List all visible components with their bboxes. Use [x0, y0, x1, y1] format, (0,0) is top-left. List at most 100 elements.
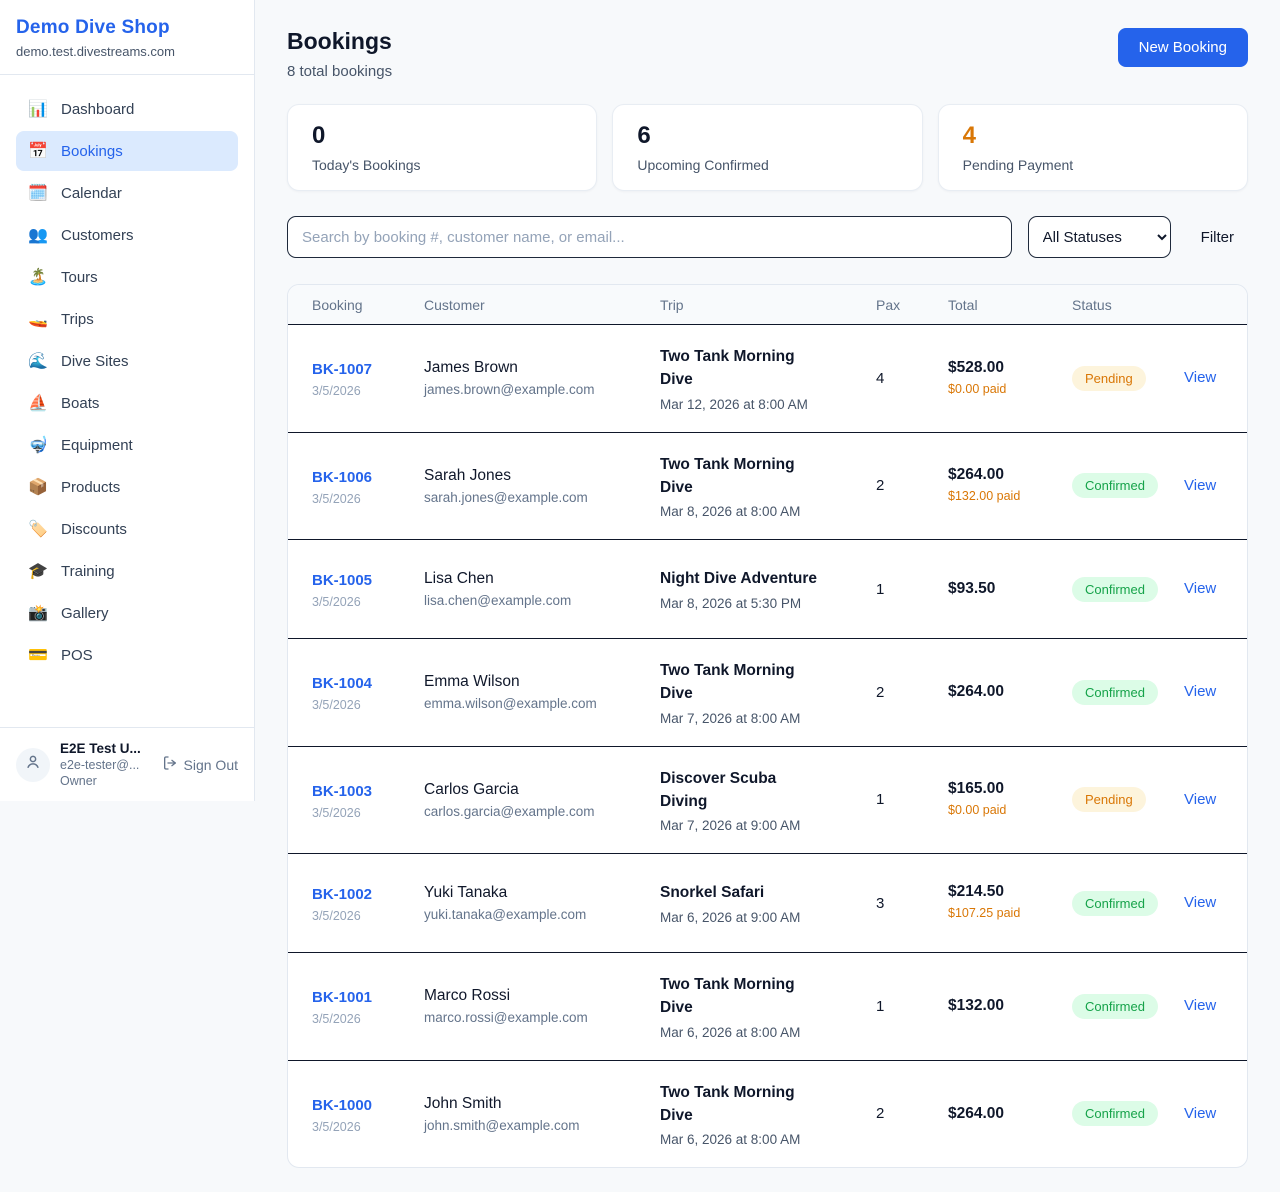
sidebar-item-label: Boats [61, 394, 100, 412]
trip-datetime: Mar 8, 2026 at 8:00 AM [660, 504, 801, 519]
view-link[interactable]: View [1184, 790, 1217, 808]
table-body: BK-1007 3/5/2026 James Brown james.brown@ex… [288, 325, 1247, 1167]
booking-id-link[interactable]: BK-1004 [312, 675, 373, 693]
customer-name: Lisa Chen [424, 570, 494, 587]
sidebar-item-discounts[interactable]: 🏷️ Discounts [16, 509, 238, 549]
trip-datetime: Mar 8, 2026 at 5:30 PM [660, 595, 802, 611]
status-cell: Confirmed [1072, 576, 1184, 602]
total-amount: $528.00 [948, 358, 1005, 376]
user-name: E2E Test U... [60, 741, 141, 756]
sidebar-item-bookings[interactable]: 📅 Bookings [16, 131, 238, 171]
sign-out-label: Sign Out [183, 756, 238, 773]
package-icon: 📦 [28, 479, 48, 496]
user-info: E2E Test U... e2e-tester@... Owner [60, 741, 141, 788]
sidebar-item-dive-sites[interactable]: 🌊 Dive Sites [16, 341, 238, 381]
sidebar-item-tours[interactable]: 🏝️ Tours [16, 257, 238, 297]
total-amount: $264.00 [948, 1104, 1005, 1122]
new-booking-button[interactable]: New Booking [1117, 28, 1248, 67]
sailboat-icon: ⛵ [28, 395, 48, 412]
status-badge: Confirmed [1072, 890, 1158, 916]
booking-cell: BK-1007 3/5/2026 [312, 358, 424, 398]
trip-datetime: Mar 6, 2026 at 8:00 AM [660, 1024, 801, 1040]
view-link[interactable]: View [1184, 476, 1217, 494]
status-cell: Confirmed [1072, 890, 1184, 916]
trip-cell: Two Tank Morning Dive Mar 6, 2026 at 8:00… [660, 973, 876, 1040]
actions-cell: View [1184, 369, 1223, 387]
total-cell: $264.00 $132.00 paid [948, 466, 1072, 506]
search-input[interactable] [287, 216, 1012, 258]
sidebar-item-training[interactable]: 🎓 Training [16, 551, 238, 591]
bookings-calendar-icon: 📅 [28, 143, 48, 160]
trip-cell: Snorkel Safari Mar 6, 2026 at 9:00 AM [660, 881, 876, 924]
booking-id-link[interactable]: BK-1005 [312, 571, 373, 589]
camera-icon: 📸 [28, 605, 48, 622]
booking-id-link[interactable]: BK-1002 [312, 885, 373, 903]
booking-cell: BK-1002 3/5/2026 [312, 883, 424, 923]
sidebar-item-customers[interactable]: 👥 Customers [16, 215, 238, 255]
view-link[interactable]: View [1184, 580, 1217, 597]
booking-id-link[interactable]: BK-1000 [312, 1096, 373, 1114]
column-header-total: Total [948, 296, 978, 313]
sidebar-item-dashboard[interactable]: 📊 Dashboard [16, 89, 238, 129]
view-link[interactable]: View [1184, 894, 1217, 911]
pax-count: 1 [876, 580, 885, 598]
trip-datetime: Mar 6, 2026 at 9:00 AM [660, 909, 801, 925]
view-link[interactable]: View [1184, 1104, 1217, 1122]
trip-datetime: Mar 12, 2026 at 8:00 AM [660, 396, 808, 412]
diving-mask-icon: 🤿 [28, 437, 48, 454]
stat-value: 6 [637, 122, 651, 149]
status-badge: Confirmed [1072, 1101, 1158, 1127]
stat-label: Today's Bookings [312, 157, 421, 173]
customer-email: emma.wilson@example.com [424, 696, 597, 712]
total-cell: $264.00 [948, 683, 1072, 701]
sidebar-item-trips[interactable]: 🚤 Trips [16, 299, 238, 339]
sidebar-item-pos[interactable]: 💳 POS [16, 635, 238, 675]
pax-count: 1 [876, 997, 885, 1015]
view-link[interactable]: View [1184, 683, 1217, 701]
view-link[interactable]: View [1184, 997, 1217, 1015]
credit-card-icon: 💳 [28, 647, 48, 664]
table-row: BK-1007 3/5/2026 James Brown james.brown@ex… [288, 325, 1247, 433]
stat-label: Pending Payment [962, 157, 1074, 173]
trip-name: Night Dive Adventure [660, 570, 818, 588]
sidebar-item-label: POS [61, 646, 93, 664]
trip-cell: Night Dive Adventure Mar 8, 2026 at 5:30 … [660, 567, 876, 610]
booking-id-link[interactable]: BK-1003 [312, 782, 373, 800]
table-row: BK-1003 3/5/2026 Carlos Garcia carlos.garci… [288, 747, 1247, 854]
stats-row: 0 Today's Bookings 6 Upcoming Confirmed … [287, 104, 1248, 191]
trip-name: Two Tank Morning Dive [660, 455, 795, 496]
customer-email: john.smith@example.com [424, 1117, 580, 1133]
column-header-status: Status [1072, 296, 1112, 313]
brand-name: Demo Dive Shop [16, 17, 170, 38]
view-link[interactable]: View [1184, 369, 1217, 387]
sidebar-nav: 📊 Dashboard 📅 Bookings 🗓️ Calendar 👥 Customers 🏝… [0, 75, 254, 727]
booking-date: 3/5/2026 [312, 1012, 361, 1027]
person-icon [24, 753, 42, 776]
paid-amount: $132.00 paid [948, 489, 1021, 503]
sidebar-item-label: Gallery [61, 604, 109, 622]
status-select[interactable]: All Statuses [1027, 216, 1171, 258]
total-amount: $214.50 [948, 883, 1005, 901]
filter-button[interactable]: Filter [1187, 229, 1248, 246]
pax-count: 4 [876, 369, 885, 387]
booking-id-link[interactable]: BK-1006 [312, 468, 373, 486]
paid-amount: $0.00 paid [948, 803, 1007, 817]
booking-cell: BK-1006 3/5/2026 [312, 466, 424, 506]
booking-id-link[interactable]: BK-1007 [312, 361, 373, 379]
pax-count: 3 [876, 894, 885, 912]
stat-value: 0 [312, 122, 326, 149]
column-header-customer: Customer [424, 296, 485, 313]
sign-out-button[interactable]: Sign Out [162, 755, 238, 774]
actions-cell: View [1184, 791, 1223, 809]
total-cell: $165.00 $0.00 paid [948, 780, 1072, 820]
customer-name: James Brown [424, 359, 518, 377]
sidebar-item-products[interactable]: 📦 Products [16, 467, 238, 507]
sidebar-item-calendar[interactable]: 🗓️ Calendar [16, 173, 238, 213]
actions-cell: View [1184, 477, 1223, 495]
sidebar-item-gallery[interactable]: 📸 Gallery [16, 593, 238, 633]
customer-name: Sarah Jones [424, 466, 512, 484]
customer-cell: Carlos Garcia carlos.garcia@example.com [424, 781, 660, 819]
sidebar-item-boats[interactable]: ⛵ Boats [16, 383, 238, 423]
sidebar-item-equipment[interactable]: 🤿 Equipment [16, 425, 238, 465]
booking-id-link[interactable]: BK-1001 [312, 989, 373, 1007]
